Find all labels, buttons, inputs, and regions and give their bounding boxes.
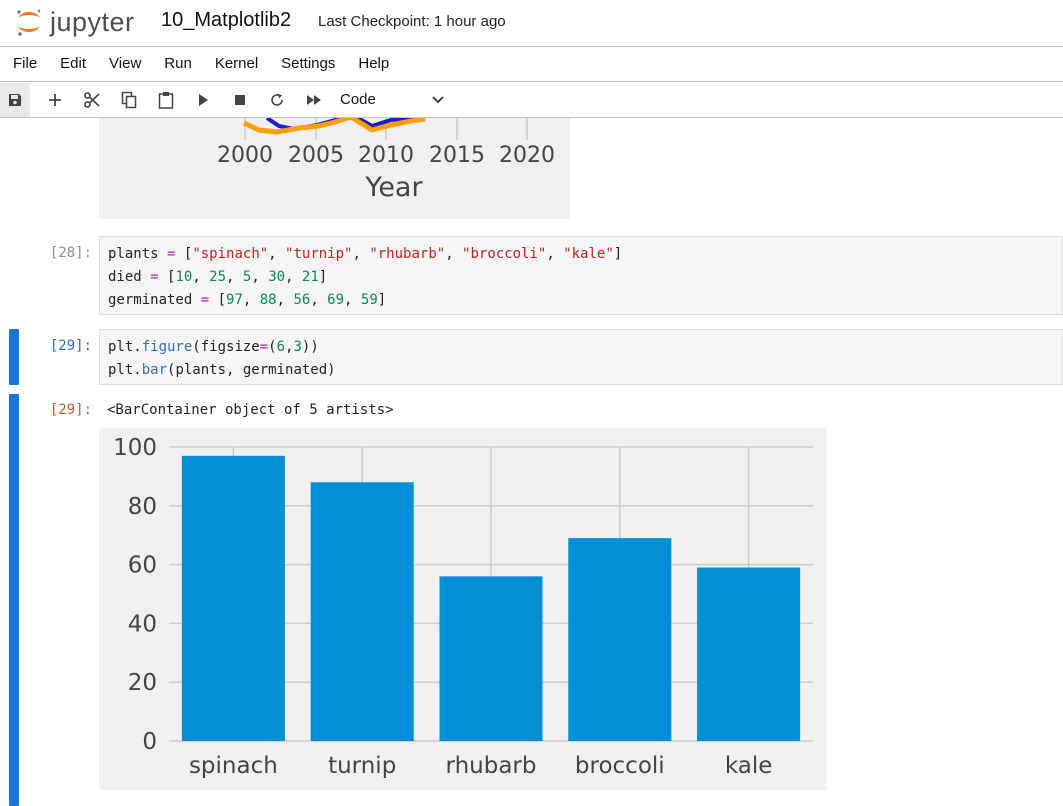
x-tick-label: kale [725,753,773,779]
code-cell-editor[interactable]: plants = ["spinach", "turnip", "rhubarb"… [99,236,1063,315]
active-output-indicator [9,394,19,806]
y-tick-label: 100 [113,435,157,461]
fast-forward-icon [306,94,321,105]
bar-rhubarb [439,576,543,741]
jupyter-logo-icon [17,9,41,36]
notebook-title[interactable]: 10_Matplotlib2 [161,9,292,31]
previous-figure-output: 2000 2005 2010 2015 2020 Year [99,118,570,219]
y-tick-label: 40 [128,611,157,637]
save-icon [9,93,21,106]
copy-button[interactable] [110,83,147,117]
stop-icon [234,94,245,105]
previous-figure-svg: 2000 2005 2010 2015 2020 Year [217,118,555,203]
run-button[interactable] [184,83,221,117]
restart-icon [270,93,283,106]
bar-broccoli [568,538,672,741]
code-cell-editor[interactable]: plt.figure(figsize=(6,3)) plt.bar(plants… [99,329,1063,385]
y-tick-label: 0 [142,729,157,755]
bar-turnip [310,482,414,741]
add-cell-icon [48,93,61,106]
code-line: plt.figure(figsize=(6,3)) [108,339,319,355]
menu-bar: File Edit View Run Kernel Settings Help [0,46,1063,82]
checkpoint-status: Last Checkpoint: 1 hour ago [318,13,506,30]
output-text: <BarContainer object of 5 artists> [107,402,394,418]
toolbar: Code [0,82,1063,118]
restart-run-all-button[interactable] [295,83,332,117]
cell-type-value: Code [340,91,376,108]
code-line: plants = ["spinach", "turnip", "rhubarb"… [108,246,623,262]
bar-chart-figure: 0 20 40 60 80 100 spinach turnip rhubarb broccoli… [99,428,827,790]
run-icon [198,93,208,106]
prev-xtick-label: 2015 [429,143,485,168]
y-tick-label: 60 [128,553,157,579]
input-prompt: [28]: [49,245,92,261]
prev-xaxis-label: Year [364,172,423,203]
x-tick-label: broccoli [575,753,665,779]
prev-xtick-label: 2020 [499,143,555,168]
x-tick-label: spinach [189,753,278,779]
menu-edit[interactable]: Edit [60,55,87,72]
prev-xtick-label: 2000 [217,143,273,168]
menu-view[interactable]: View [109,55,142,72]
jupyter-logo[interactable]: jupyter [14,5,135,39]
paste-button[interactable] [147,83,184,117]
input-prompt: [29]: [49,338,92,354]
code-line: died = [10, 25, 5, 30, 21] [108,269,328,285]
menu-file[interactable]: File [13,55,38,72]
logo-text: jupyter [50,6,135,37]
menu-kernel[interactable]: Kernel [214,55,259,72]
y-tick-label: 20 [128,670,157,696]
bar-spinach [181,455,285,741]
menu-run[interactable]: Run [164,55,192,72]
cell-type-select[interactable]: Code [334,83,444,117]
restart-button[interactable] [258,83,295,117]
add-cell-button[interactable] [36,83,73,117]
cut-icon [83,91,100,108]
copy-icon [121,91,136,108]
prev-xtick-label: 2005 [288,143,344,168]
menu-settings[interactable]: Settings [281,55,336,72]
bar-chart-svg: 0 20 40 60 80 100 spinach turnip rhubarb broccoli… [113,435,813,779]
paste-icon [158,91,173,109]
save-button[interactable] [0,82,30,117]
output-prompt: [29]: [49,402,92,418]
code-line: plt.bar(plants, germinated) [108,362,336,378]
chevron-down-icon [432,95,444,103]
menu-help[interactable]: Help [358,55,390,72]
header: jupyter 10_Matplotlib2 Last Checkpoint: … [0,0,1063,46]
notebook-panel[interactable]: 2000 2005 2010 2015 2020 Year [28]: plan… [0,118,1063,806]
y-tick-label: 80 [128,494,157,520]
code-line: germinated = [97, 88, 56, 69, 59] [108,292,387,308]
x-tick-label: turnip [328,753,396,779]
x-tick-label: rhubarb [446,753,537,779]
active-cell-indicator [9,329,19,385]
stop-button[interactable] [221,83,258,117]
prev-xtick-label: 2010 [358,143,414,168]
cut-button[interactable] [73,83,110,117]
bar-kale [697,567,801,741]
